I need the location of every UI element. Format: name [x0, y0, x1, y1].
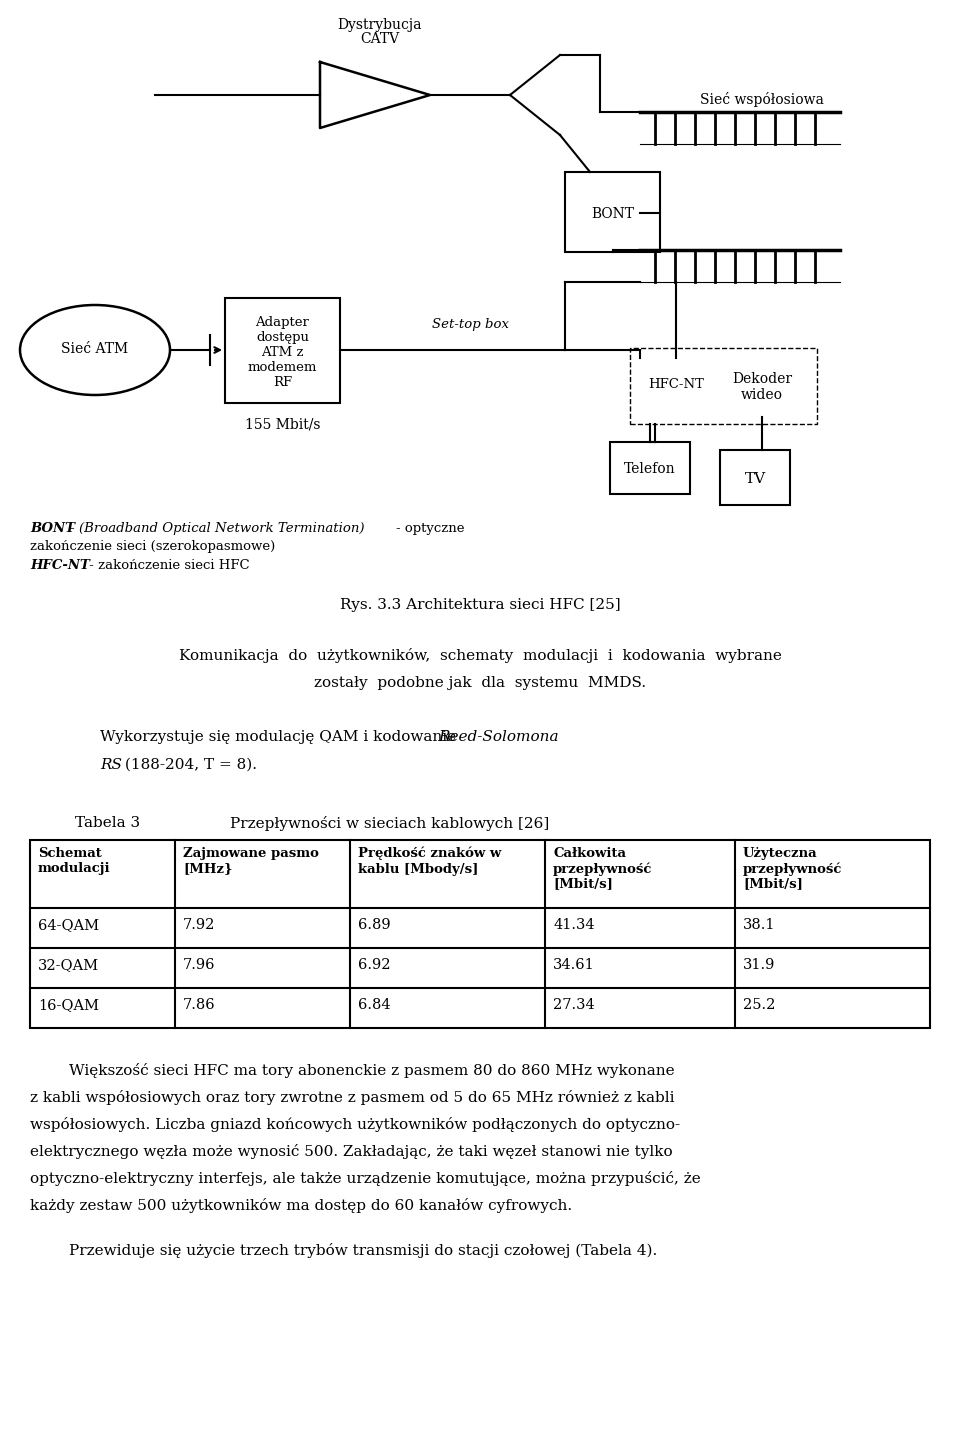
Text: 7.96: 7.96 [183, 958, 215, 972]
Text: 6.89: 6.89 [358, 918, 391, 932]
Bar [565, 172, 660, 251]
Text: 6.92: 6.92 [358, 958, 391, 972]
Text: Przewiduje się użycie trzech trybów transmisji do stacji czołowej (Tabela 4).: Przewiduje się użycie trzech trybów tran… [30, 1244, 658, 1258]
Text: zostały  podobne jak  dla  systemu  MMDS.: zostały podobne jak dla systemu MMDS. [314, 676, 646, 691]
Text: - zakończenie sieci HFC: - zakończenie sieci HFC [85, 559, 250, 572]
Text: Dystrybucja: Dystrybucja [338, 19, 422, 32]
Text: współosiowych. Liczba gniazd końcowych użytkowników podłączonych do optyczno-: współosiowych. Liczba gniazd końcowych u… [30, 1117, 680, 1132]
Bar [720, 449, 790, 505]
Text: HFC-NT: HFC-NT [648, 378, 704, 391]
Bar [610, 442, 690, 494]
Text: 6.84: 6.84 [358, 998, 391, 1012]
Text: 16-QAM: 16-QAM [38, 998, 99, 1012]
Text: Adapter
dostępu
ATM z
modemem
RF: Adapter dostępu ATM z modemem RF [248, 316, 317, 389]
Text: BONT: BONT [30, 523, 75, 536]
Text: zakończenie sieci (szerokopasmowe): zakończenie sieci (szerokopasmowe) [30, 540, 276, 553]
Text: - optyczne: - optyczne [396, 523, 465, 536]
Text: optyczno-elektryczny interfejs, ale także urządzenie komutujące, można przypuści: optyczno-elektryczny interfejs, ale takż… [30, 1170, 701, 1186]
Text: Całkowita
przepływność
[Mbit/s]: Całkowita przepływność [Mbit/s] [553, 847, 653, 890]
Text: Dekoder
wideo: Dekoder wideo [732, 372, 792, 402]
Text: Prędkość znaków w
kablu [Mbody/s]: Prędkość znaków w kablu [Mbody/s] [358, 847, 501, 876]
Text: 38.1: 38.1 [743, 918, 776, 932]
Text: (188-204, T = 8).: (188-204, T = 8). [120, 758, 257, 773]
Ellipse shape [20, 304, 170, 395]
Text: RS: RS [100, 758, 122, 773]
Text: Wykorzystuje się modulację QAM i kodowanie: Wykorzystuje się modulację QAM i kodowan… [100, 729, 461, 744]
Text: Tabela 3: Tabela 3 [75, 816, 140, 830]
Text: 25.2: 25.2 [743, 998, 776, 1012]
Text: HFC-NT: HFC-NT [30, 559, 90, 572]
Text: CATV: CATV [360, 32, 399, 46]
Text: Schemat
modulacji: Schemat modulacji [38, 847, 110, 875]
Bar [30, 840, 930, 1028]
Bar [640, 358, 712, 414]
Bar [225, 299, 340, 404]
Text: - (Broadband Optical Network Termination): - (Broadband Optical Network Termination… [66, 523, 365, 536]
Text: 155 Mbit/s: 155 Mbit/s [245, 416, 321, 431]
Text: Set-top box: Set-top box [431, 317, 509, 332]
Text: 27.34: 27.34 [553, 998, 595, 1012]
Text: Telefon: Telefon [624, 462, 676, 475]
Text: każdy zestaw 500 użytkowników ma dostęp do 60 kanałów cyfrowych.: każdy zestaw 500 użytkowników ma dostęp … [30, 1198, 572, 1213]
Text: Przepływności w sieciach kablowych [26]: Przepływności w sieciach kablowych [26] [230, 816, 549, 831]
Text: Rys. 3.3 Architektura sieci HFC [25]: Rys. 3.3 Architektura sieci HFC [25] [340, 597, 620, 612]
Text: TV: TV [744, 472, 765, 485]
Text: Użyteczna
przepływność
[Mbit/s]: Użyteczna przepływność [Mbit/s] [743, 847, 842, 890]
Text: 7.86: 7.86 [183, 998, 216, 1012]
Text: Zajmowane pasmo
[MHz}: Zajmowane pasmo [MHz} [183, 847, 319, 875]
Text: BONT: BONT [591, 207, 634, 221]
Text: Komunikacja  do  użytkowników,  schematy  modulacji  i  kodowania  wybrane: Komunikacja do użytkowników, schematy mo… [179, 648, 781, 663]
Text: 7.92: 7.92 [183, 918, 215, 932]
Text: z kabli współosiowych oraz tory zwrotne z pasmem od 5 do 65 MHz również z kabli: z kabli współosiowych oraz tory zwrotne … [30, 1090, 675, 1104]
Bar [630, 348, 817, 424]
Text: Sieć współosiowa: Sieć współosiowa [700, 92, 824, 108]
Text: Reed-Solomona: Reed-Solomona [438, 729, 559, 744]
Text: Sieć ATM: Sieć ATM [61, 342, 129, 356]
Text: 32-QAM: 32-QAM [38, 958, 99, 972]
Text: 64-QAM: 64-QAM [38, 918, 99, 932]
Text: elektrycznego węzła może wynosić 500. Zakładając, że taki węzeł stanowi nie tylk: elektrycznego węzła może wynosić 500. Za… [30, 1144, 673, 1159]
Bar [717, 355, 807, 416]
Text: 34.61: 34.61 [553, 958, 595, 972]
Text: 31.9: 31.9 [743, 958, 776, 972]
Text: 41.34: 41.34 [553, 918, 594, 932]
Text: Większość sieci HFC ma tory abonenckie z pasmem 80 do 860 MHz wykonane: Większość sieci HFC ma tory abonenckie z… [30, 1063, 675, 1078]
